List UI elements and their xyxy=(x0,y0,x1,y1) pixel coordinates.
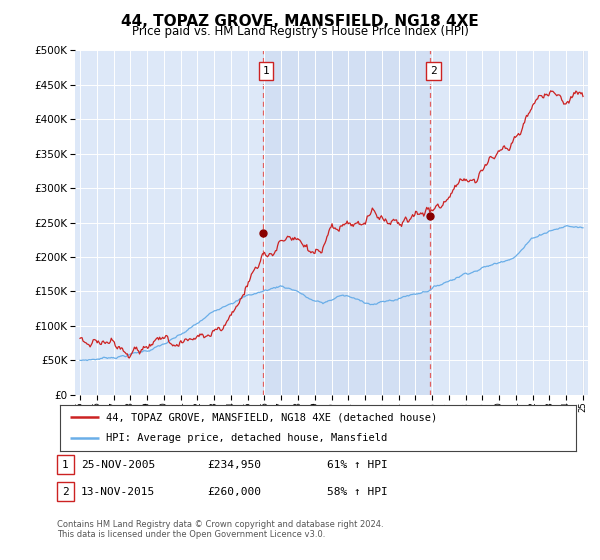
Text: 1: 1 xyxy=(62,460,69,470)
Text: 13-NOV-2015: 13-NOV-2015 xyxy=(81,487,155,497)
Text: 25-NOV-2005: 25-NOV-2005 xyxy=(81,460,155,470)
Text: £260,000: £260,000 xyxy=(207,487,261,497)
Text: 61% ↑ HPI: 61% ↑ HPI xyxy=(327,460,388,470)
Text: 2: 2 xyxy=(62,487,69,497)
Text: Price paid vs. HM Land Registry's House Price Index (HPI): Price paid vs. HM Land Registry's House … xyxy=(131,25,469,38)
Text: 58% ↑ HPI: 58% ↑ HPI xyxy=(327,487,388,497)
Text: 1: 1 xyxy=(263,66,269,76)
Text: 44, TOPAZ GROVE, MANSFIELD, NG18 4XE: 44, TOPAZ GROVE, MANSFIELD, NG18 4XE xyxy=(121,14,479,29)
Text: £234,950: £234,950 xyxy=(207,460,261,470)
Bar xyxy=(263,50,430,395)
Text: 44, TOPAZ GROVE, MANSFIELD, NG18 4XE (detached house): 44, TOPAZ GROVE, MANSFIELD, NG18 4XE (de… xyxy=(106,412,437,422)
Text: 2: 2 xyxy=(430,66,437,76)
Text: Contains HM Land Registry data © Crown copyright and database right 2024.
This d: Contains HM Land Registry data © Crown c… xyxy=(57,520,383,539)
Text: HPI: Average price, detached house, Mansfield: HPI: Average price, detached house, Mans… xyxy=(106,433,388,444)
